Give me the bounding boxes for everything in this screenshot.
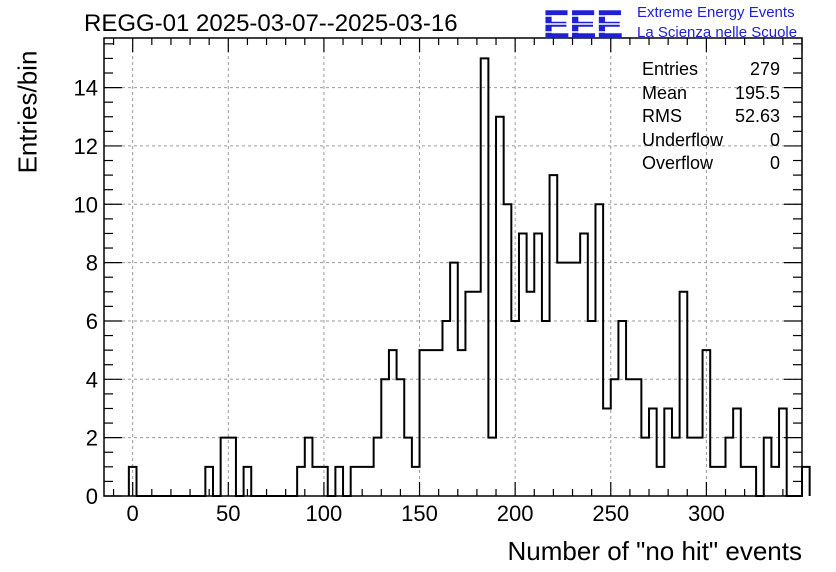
y-tick-label: 0: [86, 484, 98, 509]
histogram-bin: [366, 467, 374, 496]
histogram-bin: [618, 321, 626, 496]
histogram-bin: [351, 467, 359, 496]
histogram-bin: [657, 467, 665, 496]
logo-line-1: Extreme Energy Events: [637, 4, 795, 21]
y-axis-label: Entries/bin: [12, 50, 43, 174]
histogram-bin: [427, 350, 435, 496]
x-tick-label: 150: [401, 501, 438, 526]
histogram-bin: [228, 438, 236, 496]
histogram-bin: [420, 350, 428, 496]
histogram-bin: [527, 292, 535, 496]
stats-value: 0: [769, 153, 780, 173]
histogram-bin: [603, 408, 611, 496]
stats-row: Entries 279: [642, 58, 780, 82]
histogram-bin: [519, 233, 527, 496]
stats-value: 0: [769, 129, 780, 150]
y-tick-label: 10: [74, 192, 98, 217]
histogram-bin: [733, 408, 741, 496]
histogram-bin: [542, 321, 550, 496]
stats-value: 195.5: [734, 82, 780, 103]
histogram-bin: [442, 321, 450, 496]
y-tick-labels: 0 2 4 6 8 10 12 14: [74, 76, 98, 509]
stats-row: Underflow 0: [642, 129, 780, 153]
histogram-bin: [511, 321, 519, 496]
x-tick-label: 100: [306, 501, 343, 526]
x-axis-label: Number of "no hit" events: [507, 536, 803, 566]
histogram-bin: [389, 350, 397, 496]
histogram-bin: [550, 175, 558, 496]
logo-text: Extreme Energy Events La Scienza nelle S…: [637, 3, 797, 43]
axis-ticks: [104, 38, 803, 497]
stats-label: Mean: [642, 82, 688, 103]
histogram-bin: [473, 292, 481, 496]
x-tick-label: 300: [688, 501, 725, 526]
logo-line-2: La Scienza nelle Scuole: [637, 24, 798, 41]
histogram-bin: [664, 408, 672, 496]
histogram-bin: [588, 321, 596, 496]
histogram-bin: [488, 438, 496, 496]
y-tick-label: 8: [86, 251, 98, 276]
histogram-bin: [687, 438, 695, 496]
histogram-bin: [672, 438, 680, 496]
histogram-bin: [710, 467, 718, 496]
histogram-bin: [504, 204, 512, 496]
x-tick-label: 200: [497, 501, 534, 526]
histogram-bin: [481, 58, 489, 496]
histogram-bin: [496, 117, 504, 496]
histogram-bin: [297, 467, 305, 496]
histogram-bin: [771, 467, 779, 496]
y-tick-label: 6: [86, 309, 98, 334]
stats-row: RMS 52.63: [642, 105, 780, 129]
histogram-bin: [779, 408, 787, 496]
histogram-bin: [534, 233, 542, 496]
histogram-bin: [404, 438, 412, 496]
histogram-bin: [580, 233, 588, 496]
histogram-bin: [726, 438, 734, 496]
histogram-bin: [465, 292, 473, 496]
stats-value: 52.63: [734, 106, 780, 126]
y-tick-label: 4: [86, 367, 98, 392]
histogram-bin: [595, 204, 603, 496]
x-tick-label: 50: [216, 501, 240, 526]
y-tick-label: 2: [86, 426, 98, 451]
y-tick-label: 12: [74, 134, 98, 159]
stats-label: Overflow: [642, 153, 714, 173]
histogram-bin: [312, 467, 320, 496]
histogram-bin: [680, 292, 688, 496]
plot-frame: [103, 37, 803, 497]
histogram-bin: [435, 350, 443, 496]
stats-row: Overflow 0: [642, 152, 780, 176]
x-tick-labels: 0 50 100 150 200 250 300: [127, 501, 725, 526]
histogram-bin: [802, 467, 810, 496]
histogram-bin: [718, 467, 726, 496]
chart-title: REGG-01 2025-03-07--2025-03-16: [84, 10, 458, 37]
histogram-bin: [748, 467, 756, 496]
y-tick-label: 14: [74, 76, 98, 101]
x-tick-label: 0: [127, 501, 139, 526]
x-tick-label: 250: [592, 501, 629, 526]
histogram-bin: [374, 438, 382, 496]
stats-label: RMS: [642, 106, 682, 126]
histogram-bin: [764, 438, 772, 496]
histogram-bin: [335, 467, 343, 496]
histogram-bin: [641, 438, 649, 496]
histogram-bin: [221, 438, 229, 496]
stats-box: Entries 279 Mean 195.5 RMS 52.63 Underflow 0 Ove…: [642, 58, 780, 176]
stats-row: Mean 195.5: [642, 82, 780, 106]
histogram-bin: [458, 350, 466, 496]
grid-lines: [104, 38, 802, 496]
stats-value: 279: [749, 59, 780, 79]
histogram-bin: [649, 408, 657, 496]
eee-logo-icon: EEE: [543, 3, 623, 46]
histogram-bin: [695, 438, 703, 496]
stats-label: Underflow: [642, 129, 724, 150]
histogram-bin: [305, 438, 313, 496]
histogram-bin: [412, 467, 420, 496]
stats-label: Entries: [642, 59, 699, 79]
